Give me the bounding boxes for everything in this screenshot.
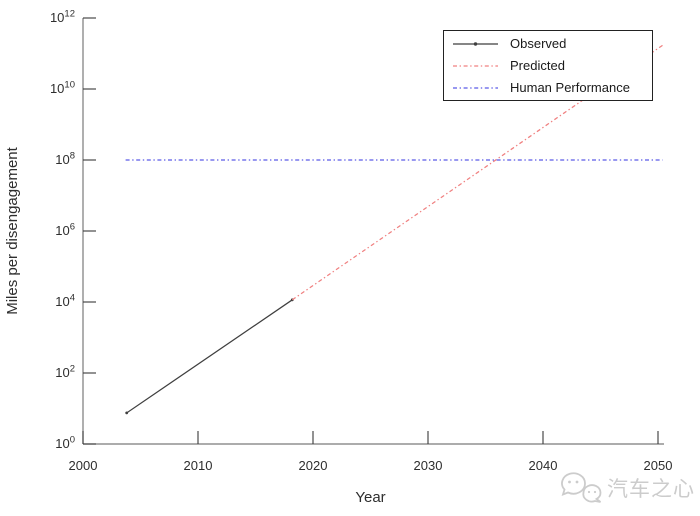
y-tick-label: 1010 [50, 80, 75, 97]
chart-legend: Observed Predicted Human Performance [443, 30, 653, 101]
watermark: 汽车之心 [561, 471, 695, 505]
y-axis-title: Miles per disengagement [4, 146, 21, 314]
x-tick-label: 2020 [299, 458, 328, 473]
x-tick-label: 2040 [529, 458, 558, 473]
observed-line-sample-icon [453, 41, 498, 46]
series-observed [126, 299, 293, 414]
x-axis-title: Year [355, 489, 385, 506]
watermark-text: 汽车之心 [607, 478, 695, 501]
y-tick-label: 102 [55, 364, 75, 381]
y-tick-label: 1012 [50, 9, 75, 26]
y-tick-label: 100 [55, 435, 75, 452]
series-observed-marker [125, 411, 129, 415]
x-tick-label: 2010 [184, 458, 213, 473]
legend-item-observed: Observed [452, 33, 652, 54]
wechat-bubbles-icon [561, 472, 602, 503]
y-tick-label: 108 [55, 151, 75, 168]
x-tick-label: 2030 [414, 458, 443, 473]
predicted-line-sample-icon [453, 64, 498, 67]
legend-item-human-performance: Human Performance [452, 77, 652, 98]
legend-label-predicted: Predicted [510, 58, 565, 73]
x-tick-label: 2000 [69, 458, 98, 473]
x-tick-label: 2050 [644, 458, 673, 473]
y-tick-label: 104 [55, 293, 75, 310]
legend-label-observed: Observed [510, 36, 567, 51]
human-performance-line-sample-icon [453, 86, 498, 89]
legend-label-human-performance: Human Performance [510, 80, 630, 95]
legend-item-predicted: Predicted [452, 55, 652, 76]
y-tick-label: 106 [55, 222, 75, 239]
